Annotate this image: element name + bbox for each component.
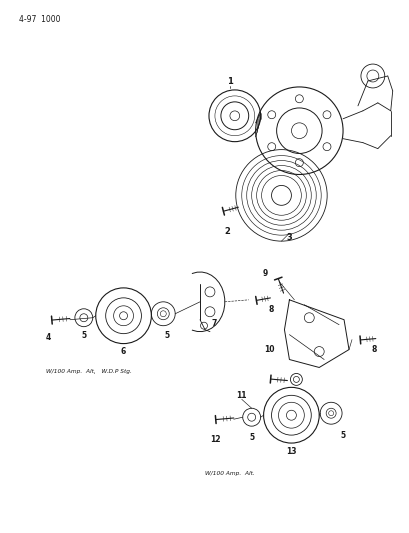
Text: 12: 12 [209, 434, 220, 443]
Text: 6: 6 [121, 347, 126, 356]
Text: 4-97  1000: 4-97 1000 [19, 15, 61, 25]
Circle shape [286, 410, 296, 420]
Text: 7: 7 [211, 319, 216, 328]
Text: 2: 2 [223, 227, 229, 236]
Text: 9: 9 [262, 270, 267, 278]
Text: 4: 4 [45, 333, 51, 342]
Text: 3: 3 [286, 232, 292, 241]
Text: 10: 10 [264, 345, 274, 354]
Text: 8: 8 [370, 345, 375, 354]
Text: 5: 5 [249, 433, 254, 442]
Circle shape [271, 185, 291, 205]
Text: 1: 1 [226, 77, 232, 86]
Text: W/100 Amp.  Alt.: W/100 Amp. Alt. [204, 471, 254, 477]
Text: 5: 5 [339, 431, 345, 440]
Text: 8: 8 [268, 305, 274, 314]
Text: 5: 5 [81, 331, 86, 340]
Text: 11: 11 [236, 391, 246, 400]
Circle shape [119, 312, 127, 320]
Text: W/100 Amp.  Alt,   W.D.P Stg.: W/100 Amp. Alt, W.D.P Stg. [46, 369, 132, 374]
Text: 5: 5 [164, 331, 169, 340]
Text: 13: 13 [285, 447, 296, 456]
